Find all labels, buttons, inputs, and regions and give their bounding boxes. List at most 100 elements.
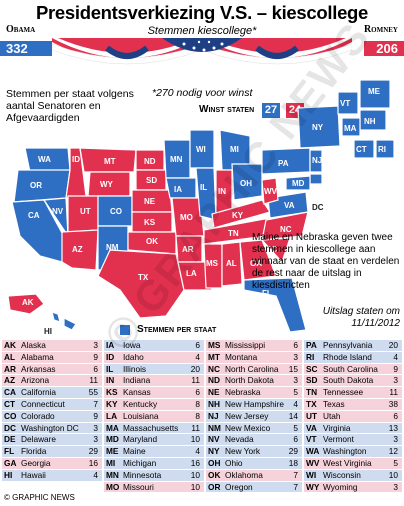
state-votes: 8 bbox=[195, 399, 200, 409]
state-AL bbox=[221, 241, 243, 287]
state-name: Vermont bbox=[323, 434, 354, 445]
map-label-wa: WA bbox=[38, 155, 51, 164]
state-votes: 10 bbox=[388, 469, 398, 480]
table-row: MA Massachusetts 11 bbox=[104, 422, 204, 434]
state-abbr: GA bbox=[4, 458, 17, 468]
state-name: Missouri bbox=[123, 481, 154, 492]
table-row: ID Idaho 4 bbox=[104, 351, 204, 363]
state-LA bbox=[177, 261, 213, 291]
page-title: Presidentsverkiezing V.S. – kiescollege bbox=[35, 2, 369, 23]
map-label-vt: VT bbox=[340, 99, 350, 108]
state-MD bbox=[285, 175, 311, 191]
ev-legend-swatch bbox=[120, 325, 130, 335]
table-row: VT Vermont 3 bbox=[304, 434, 402, 446]
state-votes: 15 bbox=[288, 363, 298, 374]
state-name: Tennessee bbox=[323, 387, 364, 398]
map-label-tn: TN bbox=[228, 229, 239, 238]
romney-label: Romney bbox=[363, 24, 398, 35]
table-row: IN Indiana 11 bbox=[104, 375, 204, 387]
state-abbr: KS bbox=[106, 387, 118, 398]
state-name: New Mexico bbox=[225, 422, 271, 433]
table-row: MD Maryland 10 bbox=[104, 434, 204, 446]
state-name: California bbox=[21, 387, 57, 398]
map-label-nv: NV bbox=[52, 207, 64, 216]
table-row: OR Oregon 7 bbox=[206, 481, 302, 493]
state-table: AK Alaska 3 AL Alabama 9 AR Arkansas 6 AZ Arizona 1… bbox=[2, 340, 402, 496]
obama-label: Obama bbox=[6, 24, 36, 35]
state-votes: 3 bbox=[293, 375, 298, 386]
state-votes: 3 bbox=[93, 340, 98, 350]
state-votes: 3 bbox=[293, 351, 298, 362]
state-votes: 4 bbox=[195, 446, 200, 457]
table-row: LA Louisiana 8 bbox=[104, 410, 204, 422]
state-abbr: ME bbox=[106, 446, 119, 457]
map-label-nc: NC bbox=[280, 225, 292, 234]
map-label-ga: GA bbox=[250, 259, 262, 268]
map-label-al: AL bbox=[226, 259, 237, 268]
state-name: New Jersey bbox=[225, 410, 269, 421]
state-name: Michigan bbox=[123, 458, 157, 468]
state-abbr: SD bbox=[306, 375, 318, 386]
state-votes: 11 bbox=[389, 387, 398, 398]
state-abbr: TX bbox=[306, 399, 317, 409]
map-label-fl: FL bbox=[262, 289, 272, 298]
state-votes: 16 bbox=[190, 458, 200, 468]
state-abbr: MT bbox=[208, 351, 220, 362]
table-row: IL Illinois 20 bbox=[104, 363, 204, 375]
state-name: Louisiana bbox=[123, 410, 159, 421]
us-electoral-map: WA OR CA NV ID MT WY UT AZ NM CO ND SD NE KS OK TX MN IA MO… bbox=[7, 79, 395, 336]
map-label-me: ME bbox=[368, 87, 381, 96]
state-abbr: AZ bbox=[4, 375, 16, 386]
state-name: Connecticut bbox=[21, 399, 65, 409]
state-votes: 5 bbox=[393, 458, 398, 468]
state-abbr: ND bbox=[208, 375, 220, 386]
flag-bunting-icon bbox=[52, 38, 352, 65]
state-abbr: MO bbox=[106, 481, 120, 492]
state-NY bbox=[297, 105, 341, 149]
state-votes: 8 bbox=[195, 410, 200, 421]
map-label-ut: UT bbox=[80, 207, 91, 216]
state-name: Florida bbox=[21, 446, 47, 457]
state-AK bbox=[7, 293, 45, 315]
map-label-nj: NJ bbox=[312, 156, 322, 165]
state-abbr: AR bbox=[4, 363, 16, 374]
state-votes: 11 bbox=[89, 375, 98, 386]
table-row: NC North Carolina 15 bbox=[206, 363, 302, 375]
state-abbr: CA bbox=[4, 387, 16, 398]
state-abbr: RI bbox=[306, 351, 315, 362]
table-row: DC Washington DC 3 bbox=[2, 422, 102, 434]
state-name: Minnesota bbox=[123, 469, 162, 480]
map-label-ny: NY bbox=[312, 123, 324, 132]
state-votes: 3 bbox=[93, 422, 98, 433]
seats-note: Stemmen per staat volgens aantal Senator… bbox=[6, 88, 134, 124]
state-name: Kansas bbox=[123, 387, 151, 398]
state-abbr: MS bbox=[208, 340, 221, 350]
state-votes: 6 bbox=[293, 340, 298, 350]
state-abbr: DE bbox=[4, 434, 16, 445]
table-row: AZ Arizona 11 bbox=[2, 375, 102, 387]
state-name: Massachusetts bbox=[123, 422, 179, 433]
table-row: CA California 55 bbox=[2, 387, 102, 398]
state-name: West Virginia bbox=[323, 458, 372, 468]
map-label-sc: SC bbox=[266, 245, 277, 254]
table-row: NJ New Jersey 14 bbox=[206, 410, 302, 422]
map-label-ma: MA bbox=[344, 124, 357, 133]
table-row: PA Pennsylvania 20 bbox=[304, 340, 402, 351]
map-label-ks: KS bbox=[144, 218, 156, 227]
table-row: CT Connecticut 7 bbox=[2, 399, 102, 410]
state-votes: 29 bbox=[88, 446, 98, 457]
state-abbr: DC bbox=[4, 422, 16, 433]
table-row: SC South Carolina 9 bbox=[304, 363, 402, 375]
state-name: Alabama bbox=[21, 351, 54, 362]
table-row: WI Wisconsin 10 bbox=[304, 469, 402, 481]
state-HI bbox=[51, 311, 77, 331]
state-NV bbox=[42, 197, 69, 239]
table-row: MN Minnesota 10 bbox=[104, 469, 204, 481]
state-votes: 14 bbox=[288, 410, 298, 421]
table-row: AR Arkansas 6 bbox=[2, 363, 102, 375]
state-abbr: WA bbox=[306, 446, 320, 457]
state-abbr: PA bbox=[306, 340, 317, 350]
map-label-mt: MT bbox=[104, 157, 116, 166]
map-label-nh: NH bbox=[364, 117, 376, 126]
state-votes: 4 bbox=[293, 399, 298, 409]
